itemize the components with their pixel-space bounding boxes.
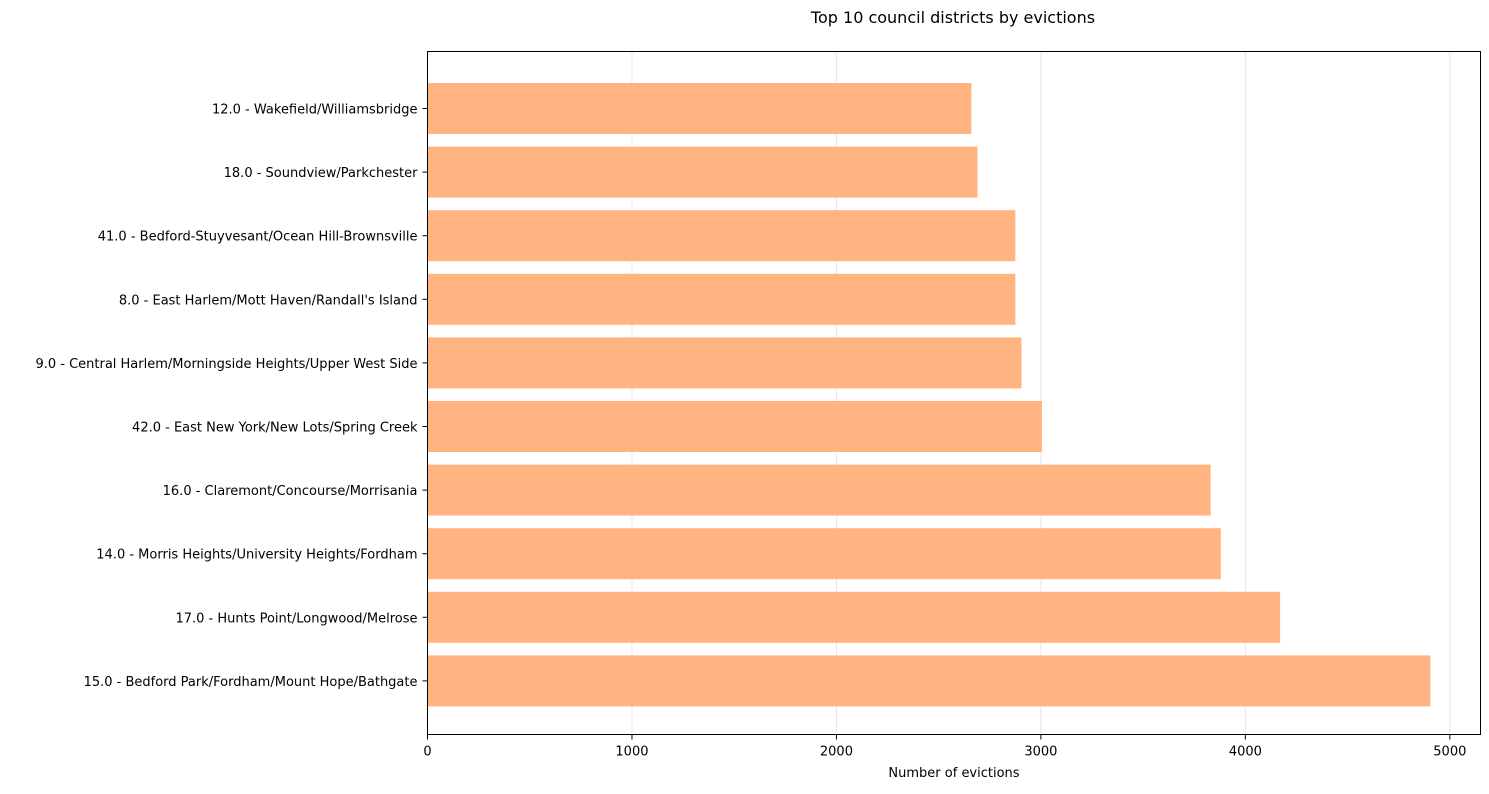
y-tick-label: 17.0 - Hunts Point/Longwood/Melrose [175, 611, 417, 626]
x-tick-labels: 0 1000 2000 3000 4000 5000 [423, 734, 1466, 760]
y-tick-label: 9.0 - Central Harlem/Morningside Heights… [35, 357, 417, 372]
bar [427, 146, 978, 198]
plot-frame [427, 51, 1481, 735]
y-tick-label: 8.0 - East Harlem/Mott Haven/Randall's I… [119, 293, 418, 308]
bar [427, 528, 1221, 580]
y-tick-label: 42.0 - East New York/New Lots/Spring Cre… [132, 421, 418, 436]
bar [427, 591, 1281, 643]
bar [427, 464, 1211, 516]
bars [427, 83, 1431, 707]
x-axis-label: Number of evictions [888, 766, 1019, 781]
bar [427, 273, 1016, 325]
bar [427, 401, 1042, 452]
x-tick-label: 1000 [615, 745, 648, 760]
x-tick-label: 2000 [820, 745, 853, 760]
bar [427, 337, 1022, 389]
y-tick-label: 41.0 - Bedford-Stuyvesant/Ocean Hill-Bro… [98, 230, 418, 245]
y-tick-label: 12.0 - Wakefield/Williamsbridge [212, 103, 418, 118]
bar [427, 83, 972, 134]
y-tick-label: 18.0 - Soundview/Parkchester [224, 166, 419, 181]
bar [427, 210, 1016, 262]
y-tick-labels: 12.0 - Wakefield/Williamsbridge 18.0 - So… [35, 103, 428, 690]
bar [427, 655, 1431, 707]
x-tick-label: 3000 [1024, 745, 1057, 760]
x-tick-label: 0 [423, 745, 431, 760]
x-tick-label: 5000 [1433, 745, 1466, 760]
chart-title: Top 10 council districts by evictions [810, 8, 1095, 27]
y-tick-label: 14.0 - Morris Heights/University Heights… [96, 548, 417, 563]
y-tick-label: 16.0 - Claremont/Concourse/Morrisania [163, 484, 418, 499]
x-tick-label: 4000 [1229, 745, 1262, 760]
y-tick-label: 15.0 - Bedford Park/Fordham/Mount Hope/B… [84, 675, 418, 690]
